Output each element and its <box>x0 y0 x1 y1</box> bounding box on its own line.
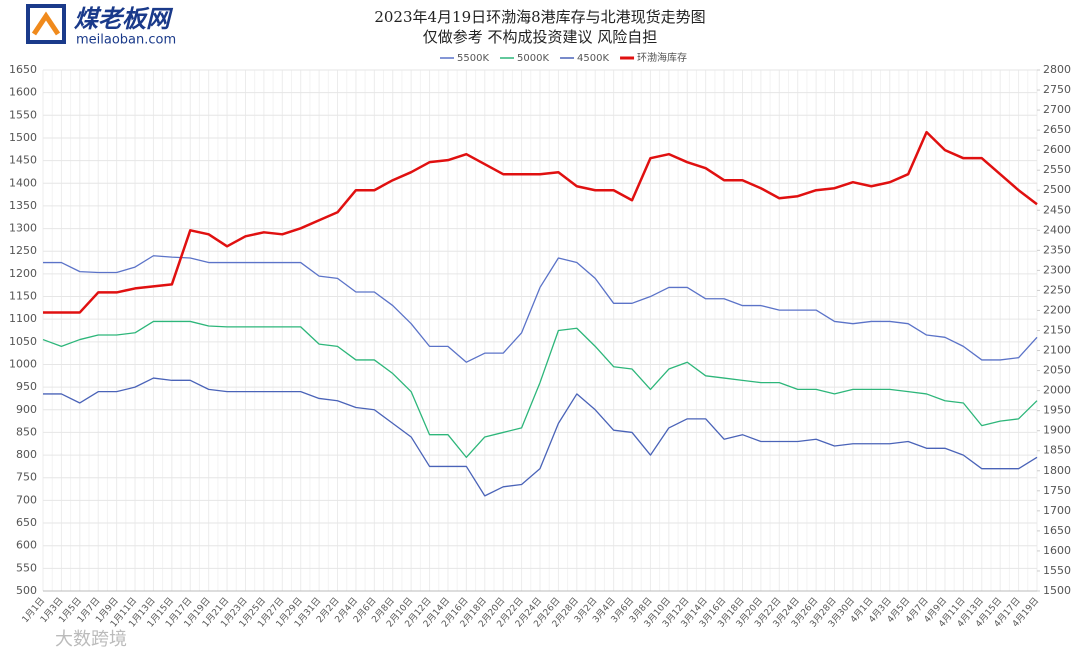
line <box>43 130 1038 314</box>
y2-tick-label: 2400 <box>1043 223 1071 236</box>
y2-tick-label: 2250 <box>1043 283 1071 296</box>
y-tick-label: 1650 <box>9 63 37 76</box>
brand-name: 煤老板网 <box>74 5 174 33</box>
y2-tick-label: 2150 <box>1043 324 1071 337</box>
y2-tick-label: 2500 <box>1043 183 1071 196</box>
y2-tick-label: 2600 <box>1043 143 1071 156</box>
y2-tick-label: 2550 <box>1043 163 1071 176</box>
watermark: 大数跨境 <box>55 629 127 650</box>
y-tick-label: 1350 <box>9 199 37 212</box>
y2-tick-label: 1950 <box>1043 404 1071 417</box>
line <box>43 255 1038 363</box>
y-tick-label: 1200 <box>9 267 37 280</box>
y2-tick-label: 1700 <box>1043 504 1071 517</box>
y-tick-label: 1250 <box>9 244 37 257</box>
y-tick-label: 550 <box>16 561 37 574</box>
y2-tick-label: 1650 <box>1043 524 1071 537</box>
y-tick-label: 1450 <box>9 154 37 167</box>
y2-tick-label: 2200 <box>1043 303 1071 316</box>
legend-label: 5500K <box>457 53 489 64</box>
legend-label: 5000K <box>517 53 549 64</box>
y-tick-label: 850 <box>16 425 37 438</box>
brand-url: meilaoban.com <box>76 33 176 48</box>
y-tick-label: 1000 <box>9 357 37 370</box>
legend: 5500K 5000K 4500K 环渤海库存 <box>440 51 687 64</box>
legend-label: 4500K <box>577 53 609 64</box>
y-tick-label: 1600 <box>9 86 37 99</box>
y2-tick-label: 2750 <box>1043 83 1071 96</box>
y2-tick-label: 2650 <box>1043 123 1071 136</box>
y-tick-label: 950 <box>16 380 37 393</box>
y-tick-label: 1300 <box>9 222 37 235</box>
y2-tick-label: 1550 <box>1043 564 1071 577</box>
y-tick-label: 1050 <box>9 335 37 348</box>
y-tick-label: 800 <box>16 448 37 461</box>
logo-icon <box>26 4 66 44</box>
y2-tick-label: 1900 <box>1043 424 1071 437</box>
logo-icon-mark <box>31 11 61 36</box>
y2-tick-label: 1600 <box>1043 544 1071 557</box>
y2-tick-label: 2050 <box>1043 364 1071 377</box>
logo: 煤老板网 meilaoban.com <box>26 4 176 48</box>
y2-tick-label: 2000 <box>1043 384 1071 397</box>
y2-tick-label: 2450 <box>1043 203 1071 216</box>
line <box>43 377 1038 497</box>
y2-tick-label: 2300 <box>1043 263 1071 276</box>
y-tick-label: 600 <box>16 539 37 552</box>
y-tick-label: 500 <box>16 584 37 597</box>
chart-title: 2023年4月19日环渤海8港库存与北港现货走势图 <box>374 8 705 26</box>
line <box>42 320 1038 459</box>
chart-subtitle: 仅做参考 不构成投资建议 风险自担 <box>423 28 658 46</box>
y2-tick-label: 1800 <box>1043 464 1071 477</box>
y-tick-label: 650 <box>16 516 37 529</box>
y-tick-label: 1100 <box>9 312 37 325</box>
y-tick-label: 1400 <box>9 176 37 189</box>
y2-tick-label: 2800 <box>1043 63 1071 76</box>
y-tick-label: 1150 <box>9 290 37 303</box>
y-tick-label: 1500 <box>9 131 37 144</box>
y-tick-label: 700 <box>16 493 37 506</box>
y2-tick-label: 2700 <box>1043 103 1071 116</box>
y2-tick-label: 1500 <box>1043 584 1071 597</box>
y-tick-label: 750 <box>16 471 37 484</box>
y2-tick-label: 1850 <box>1043 444 1071 457</box>
y-tick-label: 1550 <box>9 108 37 121</box>
y2-tick-label: 1750 <box>1043 484 1071 497</box>
legend-label: 环渤海库存 <box>637 51 687 64</box>
y2-tick-label: 2350 <box>1043 243 1071 256</box>
y2-tick-label: 2100 <box>1043 344 1071 357</box>
y-tick-label: 900 <box>16 403 37 416</box>
